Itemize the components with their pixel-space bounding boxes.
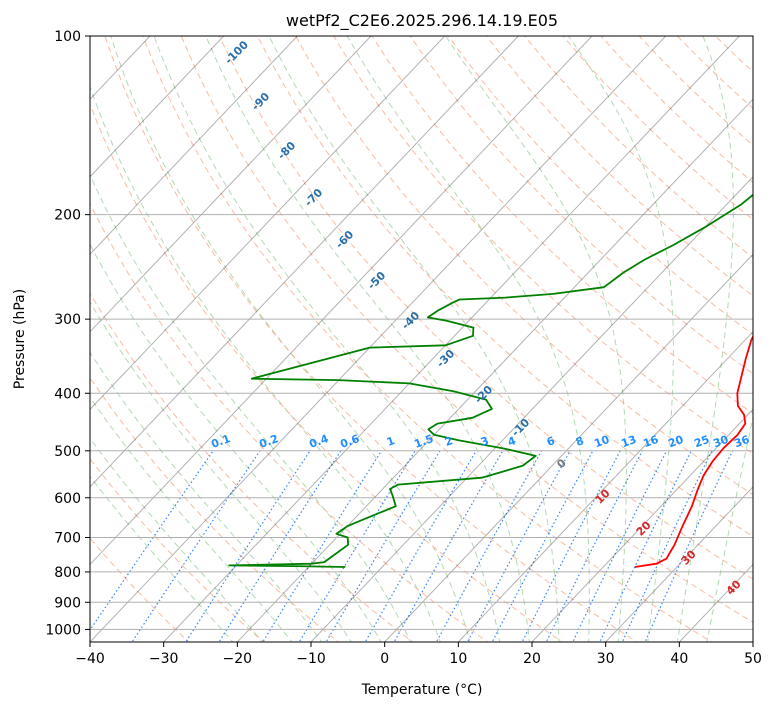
isotherm-line [90, 36, 225, 178]
mixing-ratio-label: 2 [443, 434, 455, 449]
isotherm-line [90, 36, 372, 333]
mixing-ratio-label: 0.6 [338, 432, 361, 451]
y-tick-label: 800 [54, 565, 81, 581]
mixing-ratio-label: 20 [666, 433, 685, 451]
x-tick-label: 0 [380, 651, 389, 667]
y-axis-ticks: 100 200 300 400 500 600 700 800 900 1000 [45, 29, 90, 638]
mixing-ratio-line [364, 450, 477, 642]
x-tick-label: −10 [296, 651, 326, 667]
mixing-ratio-label: 10 [592, 433, 611, 451]
mixing-ratio-line [644, 450, 734, 642]
mixing-ratio-line [90, 450, 214, 631]
mixing-ratio-line [521, 450, 621, 642]
mixing-ratio-label: 30 [711, 433, 730, 451]
isotherm-line [90, 36, 298, 256]
mixing-ratio-label: 16 [641, 433, 660, 451]
chart-title: wetPf2_C2E6.2025.296.14.19.E05 [286, 11, 558, 31]
x-tick-label: 30 [597, 651, 615, 667]
x-tick-label: 40 [670, 651, 688, 667]
skewed-isotherms [90, 36, 753, 642]
mixing-ratio-label: 0.4 [307, 432, 330, 451]
mixing-ratio-line [545, 450, 643, 642]
dry-adiabat-line [486, 36, 753, 297]
mixing-ratio-line [466, 450, 571, 642]
isotherm-line [90, 36, 519, 488]
mixing-ratio-label: 8 [574, 434, 586, 449]
y-axis-title: Pressure (hPa) [12, 289, 28, 389]
mixing-ratio-label: 13 [619, 433, 638, 450]
mixing-ratio-label: 25 [692, 433, 711, 450]
x-tick-label: −40 [75, 651, 105, 667]
mixing-ratio-line [298, 450, 416, 642]
mixing-ratio-label: 36 [732, 433, 751, 451]
mixing-ratio-line [185, 450, 311, 642]
pressure-grid [90, 36, 753, 630]
dry-adiabat-line [257, 36, 753, 538]
mixing-ratio-line [599, 450, 692, 642]
mixing-ratio-label: 3 [479, 434, 491, 449]
mixing-ratio-label: 1 [385, 434, 397, 449]
dry-adiabat-line [218, 36, 753, 580]
x-tick-label: −20 [223, 651, 253, 667]
y-tick-label: 700 [54, 531, 81, 547]
dry-adiabat-line [295, 36, 753, 496]
isotherm-line [605, 486, 753, 642]
mixing-ratio-label: 4 [506, 434, 518, 449]
x-axis-title: Temperature (°C) [361, 682, 483, 698]
y-tick-label: 200 [54, 208, 81, 224]
mixing-ratio-label: 0.2 [257, 432, 280, 451]
mixing-ratio-label: 0.1 [209, 432, 232, 451]
dry-adiabat-line [90, 292, 414, 642]
mixing-ratio-label: 6 [545, 434, 557, 449]
mixing-ratio-line [621, 450, 713, 642]
isotherm-line [384, 253, 753, 642]
mixing-ratio-line [131, 450, 261, 642]
y-tick-label: 900 [54, 595, 81, 611]
x-tick-label: 10 [449, 651, 467, 667]
y-tick-label: 1000 [45, 622, 81, 638]
mixing-ratio-label: 1.5 [412, 432, 435, 451]
moist-adiabat-line [90, 243, 382, 642]
mixing-ratio-line [262, 450, 383, 642]
x-axis-ticks: −40 −30 −20 −10 0 10 20 30 40 50 [75, 642, 762, 667]
profile-lines [228, 193, 753, 568]
dewpoint-profile-line [228, 193, 753, 568]
plot-frame [89, 35, 754, 643]
isotherm-line [90, 36, 593, 566]
dry-adiabat-line [104, 36, 638, 642]
x-tick-label: 20 [523, 651, 541, 667]
isotherm-line [236, 98, 753, 642]
isotherm-line [90, 36, 667, 642]
mixing-ratio-line [491, 450, 594, 642]
y-tick-label: 600 [54, 491, 81, 507]
x-tick-label: 50 [744, 651, 762, 667]
isotherm-line [90, 36, 446, 411]
dry-adiabat-line [142, 36, 713, 642]
isotherm-line [457, 331, 753, 642]
y-tick-label: 500 [54, 444, 81, 460]
isotherm-line [531, 408, 753, 642]
mixing-ratio-lines [90, 450, 734, 642]
plot-area: -100-90-80-70-60-50-40-30-20-10010203040… [90, 36, 753, 642]
dry-adiabat-line [333, 36, 753, 455]
isotherm-line [310, 176, 753, 642]
y-tick-label: 300 [54, 312, 81, 328]
temperature-profile-line [634, 334, 753, 568]
y-tick-label: 400 [54, 386, 81, 402]
isotherm-line [163, 36, 740, 642]
x-tick-label: −30 [149, 651, 179, 667]
y-tick-label: 100 [54, 29, 81, 45]
